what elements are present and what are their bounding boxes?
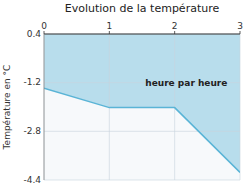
x-tick [44,31,45,34]
line-layer [44,88,240,172]
grid [44,34,240,180]
y-axis-label: Température en °C [2,65,12,151]
y-tick-label: -2.8 [23,126,41,136]
x-tick [174,31,175,34]
x-tick [109,31,110,34]
grid-line-y [44,34,240,35]
chart-container: 0 1 2 3 0.4 -1.2 -2.8 -4.4 Evolution de la tempé… [0,0,250,188]
x-tick-label: 3 [237,21,243,31]
grid-line-x [240,34,241,180]
grid-line-y [44,180,240,181]
line [44,88,240,172]
y-tick-label: -4.4 [23,175,41,185]
y-axis-line [44,34,45,180]
x-tick [240,31,241,34]
x-tick-label: 1 [106,21,112,31]
x-tick-label: 2 [172,21,178,31]
chart: 0 1 2 3 0.4 -1.2 -2.8 -4.4 Evolution de la tempé… [0,0,250,188]
x-axis-line [44,34,240,35]
data-layer [44,34,240,172]
y-tick-label: 0.4 [27,29,42,39]
annotation: heure par heure [145,78,227,88]
plot-background [44,34,240,180]
title: Evolution de la température [65,2,220,15]
grid-line-x [44,34,45,180]
x-tick-label: 0 [41,21,47,31]
y-tick-label: -1.2 [23,77,41,87]
area [44,34,240,172]
grid-line-y [44,131,240,132]
